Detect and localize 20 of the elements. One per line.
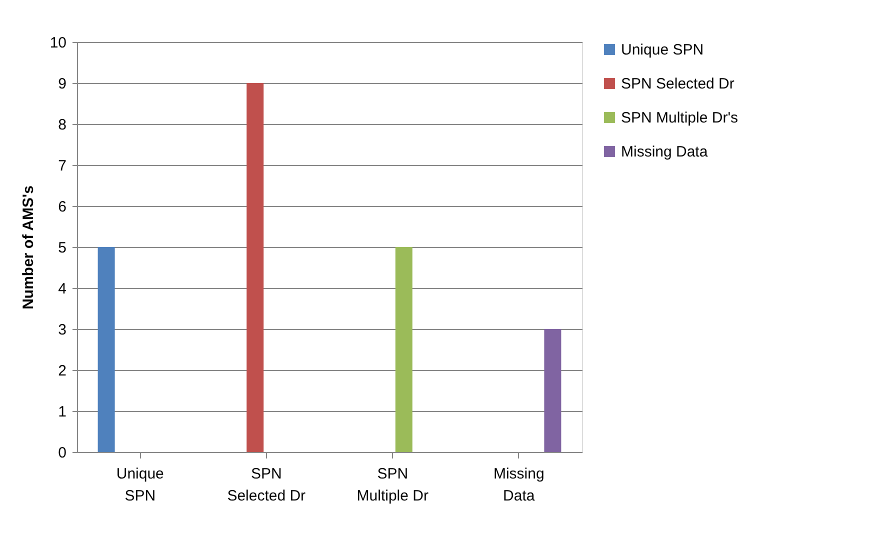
y-axis-title: Number of AMS's — [20, 186, 37, 310]
y-tick-label: 1 — [58, 404, 66, 420]
x-tick-label: SPN Selected Dr — [227, 466, 306, 504]
y-tick-label: 0 — [58, 444, 66, 462]
legend-label: Unique SPN — [621, 42, 704, 58]
y-tick-label: 2 — [58, 362, 66, 380]
y-tick-label: 5 — [58, 240, 66, 256]
y-tick-label: 10 — [50, 34, 66, 52]
y-tick-label: 7 — [58, 158, 66, 174]
y-tick-label: 3 — [58, 322, 66, 338]
y-tick-label: 9 — [58, 76, 66, 92]
x-tick-label: Unique SPN — [116, 466, 164, 504]
y-tick-label: 6 — [58, 198, 66, 216]
x-tick-label: SPN Multiple Dr — [356, 466, 428, 504]
legend-label: Missing Data — [621, 144, 708, 160]
legend-label: SPN Multiple Dr's — [621, 110, 738, 126]
y-tick-label: 4 — [58, 280, 66, 298]
legend-label: SPN Selected Dr — [621, 76, 734, 92]
x-tick-label: Missing Data — [493, 466, 544, 504]
y-tick-label: 8 — [58, 116, 66, 134]
